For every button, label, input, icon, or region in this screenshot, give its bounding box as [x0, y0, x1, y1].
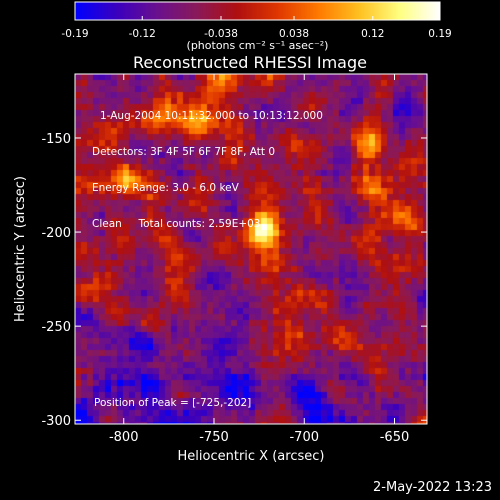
y-tick-label: -250	[41, 320, 71, 335]
x-axis-label: Heliocentric X (arcsec)	[178, 449, 325, 464]
annotation-detectors: Detectors: 3F 4F 5F 6F 7F 8F, Att 0	[92, 146, 276, 158]
colorbar	[75, 2, 440, 20]
x-tick-label: -800	[109, 430, 139, 445]
x-tick-label: -700	[289, 430, 319, 445]
colorbar-tick-label: 0.12	[361, 28, 384, 40]
y-axis-label: Heliocentric Y (arcsec)	[13, 176, 28, 322]
colorbar-tick-label: -0.19	[61, 28, 88, 40]
colorbar-frame	[74, 1, 441, 21]
chart-title: Reconstructed RHESSI Image	[133, 53, 367, 72]
colorbar-tick-label: 0.038	[279, 28, 309, 40]
colorbar-unit-label: (photons cm⁻² s⁻¹ asec⁻²)	[186, 39, 329, 52]
x-tick-label: -650	[380, 430, 410, 445]
y-tick-label: -150	[41, 132, 71, 147]
colorbar-tick-label: -0.038	[204, 28, 238, 40]
y-tick-label: -200	[41, 226, 71, 241]
x-tick-label: -750	[199, 430, 229, 445]
annotation-block: 1-Aug-2004 10:11:32.000 to 10:13:12.000 …	[92, 86, 323, 242]
colorbar-axis: -0.19 -0.12 -0.038 0.038 0.12 0.19	[61, 1, 452, 40]
colorbar-tick-label: -0.12	[129, 28, 156, 40]
y-tick-label: -300	[41, 414, 71, 429]
plot-frame	[74, 73, 428, 425]
timestamp: 2-May-2022 13:23	[373, 480, 492, 495]
heatmap-image	[75, 74, 427, 424]
annotation-energy-range: Energy Range: 3.0 - 6.0 keV	[92, 182, 239, 194]
annotation-clean-counts: Clean Total counts: 2.59E+03	[92, 218, 261, 230]
colorbar-tick-label: 0.19	[428, 28, 451, 40]
peak-position-label: Position of Peak = [-725,-202]	[94, 397, 252, 409]
annotation-time-range: 1-Aug-2004 10:11:32.000 to 10:13:12.000	[100, 110, 323, 122]
